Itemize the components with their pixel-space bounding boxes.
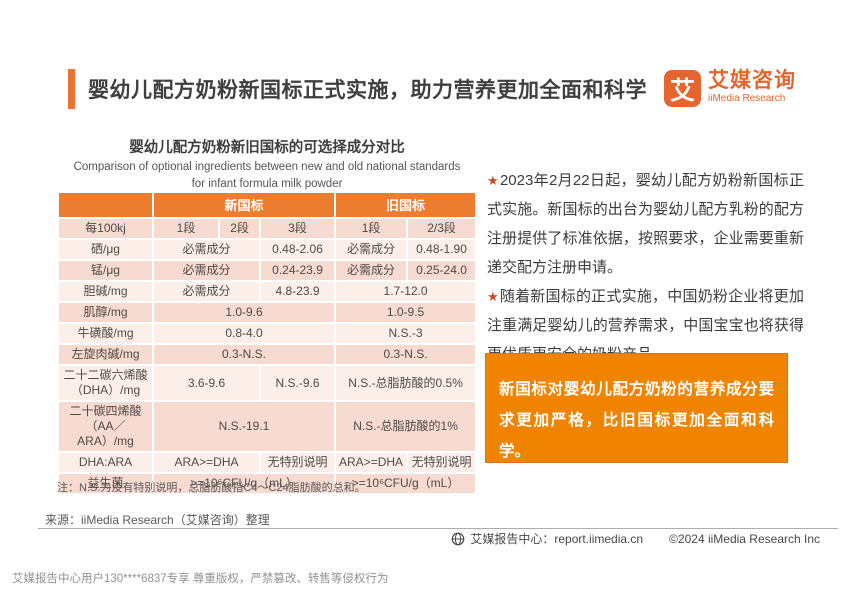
star-bullet-icon: ★ <box>487 173 499 188</box>
conclusion-callout-box: 新国标对婴幼儿配方奶粉的营养成分要求更加严格，比旧国标更加全面和科学。 <box>485 353 788 463</box>
table-cell: 0.3-N.S. <box>336 345 476 364</box>
title-accent-bar <box>68 69 75 109</box>
table-row: 牛磺酸/mg 0.8-4.0 N.S.-3 <box>59 324 476 343</box>
footer-divider-line <box>38 528 838 529</box>
page-footer: 艾媒报告中心：report.iimedia.cn ©2024 iiMedia R… <box>451 530 820 547</box>
footer-copyright: ©2024 iiMedia Research Inc <box>669 531 820 546</box>
group-header-blank-cell <box>59 193 152 217</box>
table-cell: 3段 <box>261 219 335 238</box>
table-cell: 1段 <box>336 219 407 238</box>
table-cell: 1.7-12.0 <box>336 282 476 301</box>
table-cell: 3.6-9.6 <box>154 366 259 400</box>
group-header-new-standard: 新国标 <box>154 193 335 217</box>
table-row: 锰/μg 必需成分 0.24-23.9 必需成分 0.25-24.0 <box>59 261 476 280</box>
table-cell: 牛磺酸/mg <box>59 324 152 343</box>
table-cell: 0.48-1.90 <box>408 240 476 259</box>
table-cell: 0.48-2.06 <box>261 240 335 259</box>
table-cell: ARA>=DHA <box>336 453 407 472</box>
logo-name-en: iiMedia Research <box>708 93 786 104</box>
table-cell: 锰/μg <box>59 261 152 280</box>
table-cell: 1.0-9.5 <box>336 303 476 322</box>
table-cell: 必需成分 <box>154 282 259 301</box>
table-cell: 1.0-9.6 <box>154 303 335 322</box>
table-cell: 无特别说明 <box>408 453 476 472</box>
table-cell: 二十碳四烯酸（AA／ARA）/mg <box>59 402 152 451</box>
iimedia-logo-icon: 艾 <box>664 70 701 107</box>
comparison-table-body: 每100kj 1段 2段 3段 1段 2/3段 硒/μg 必需成分 0.48-2.06 必需成分 0… <box>59 219 476 493</box>
insight-text: 2023年2月22日起，婴幼儿配方奶粉新国标正式实施。新国标的出台为婴幼儿配方乳… <box>487 172 804 276</box>
table-cell: >=10⁶CFU/g（mL） <box>154 474 335 493</box>
logo-text: 艾媒咨询 iiMedia Research <box>708 70 796 104</box>
table-cell: 益生菌 <box>59 474 152 493</box>
table-cell: 必需成分 <box>336 261 407 280</box>
table-cell: 左旋肉碱/mg <box>59 345 152 364</box>
table-cell: 无特别说明 <box>261 453 335 472</box>
table-cell: 2/3段 <box>408 219 476 238</box>
table-cell: 必需成分 <box>154 240 259 259</box>
table-group-header-row: 新国标 旧国标 <box>59 193 476 217</box>
table-row: 益生菌 >=10⁶CFU/g（mL） >=10⁶CFU/g（mL） <box>59 474 476 493</box>
insight-paragraph: ★2023年2月22日起，婴幼儿配方奶粉新国标正式实施。新国标的出台为婴幼儿配方… <box>487 166 804 282</box>
table-subtitle-line2: for infant formula milk powder <box>191 178 343 190</box>
table-row: 二十碳四烯酸（AA／ARA）/mg N.S.-19.1 N.S.-总脂肪酸的1% <box>59 402 476 451</box>
table-cell: 0.3-N.S. <box>154 345 335 364</box>
table-subtitle-en: Comparison of optional ingredients betwe… <box>28 159 506 193</box>
footer-site-label: 艾媒报告中心：report.iimedia.cn <box>470 532 644 546</box>
table-cell: 每100kj <box>59 219 152 238</box>
group-header-old-standard: 旧国标 <box>336 193 476 217</box>
table-cell: N.S.-3 <box>336 324 476 343</box>
user-watermark: 艾媒报告中心用户130****6837专享 尊重版权，严禁篡改、转售等侵权行为 <box>12 573 389 585</box>
table-cell: >=10⁶CFU/g（mL） <box>336 474 476 493</box>
insights-block: ★2023年2月22日起，婴幼儿配方奶粉新国标正式实施。新国标的出台为婴幼儿配方… <box>487 166 804 369</box>
table-row: 二十二碳六烯酸（DHA）/mg 3.6-9.6 N.S.-9.6 N.S.-总脂肪酸的… <box>59 366 476 400</box>
star-bullet-icon: ★ <box>487 289 499 304</box>
comparison-table: 新国标 旧国标 每100kj 1段 2段 3段 1段 2/3段 硒/μg 必需成分 0.48-2… <box>57 191 477 495</box>
insight-text: 随着新国标的正式实施，中国奶粉企业将更加注重满足婴幼儿的营养需求，中国宝宝也将获… <box>487 288 804 363</box>
table-cell: 0.8-4.0 <box>154 324 335 343</box>
table-row: 胆碱/mg 必需成分 4.8-23.9 1.7-12.0 <box>59 282 476 301</box>
table-cell: 必需成分 <box>154 261 259 280</box>
table-cell: 胆碱/mg <box>59 282 152 301</box>
table-cell: N.S.-9.6 <box>261 366 335 400</box>
table-cell: N.S.-总脂肪酸的0.5% <box>336 366 476 400</box>
table-title: 婴幼儿配方奶粉新旧国标的可选择成分对比 <box>129 140 405 156</box>
source-line: 来源：iiMedia Research（艾媒咨询）整理 <box>45 513 270 527</box>
table-row: 肌醇/mg 1.0-9.6 1.0-9.5 <box>59 303 476 322</box>
table-cell: ARA>=DHA <box>154 453 259 472</box>
iimedia-logo: 艾 艾媒咨询 iiMedia Research <box>664 70 796 107</box>
globe-icon <box>452 532 465 545</box>
table-subtitle-line1: Comparison of optional ingredients betwe… <box>73 161 461 173</box>
table-cell: N.S.-总脂肪酸的1% <box>336 402 476 451</box>
table-cell: 硒/μg <box>59 240 152 259</box>
page-title: 婴幼儿配方奶粉新国标正式实施，助力营养更加全面和科学 <box>88 79 647 102</box>
table-cell: 必需成分 <box>336 240 407 259</box>
table-row: 硒/μg 必需成分 0.48-2.06 必需成分 0.48-1.90 <box>59 240 476 259</box>
table-cell: 2段 <box>220 219 259 238</box>
table-cell: 1段 <box>154 219 218 238</box>
table-cell: 0.25-24.0 <box>408 261 476 280</box>
table-cell: 0.24-23.9 <box>261 261 335 280</box>
logo-name-cn: 艾媒咨询 <box>708 69 796 92</box>
table-cell: 二十二碳六烯酸（DHA）/mg <box>59 366 152 400</box>
table-footnote: 注：N.S.为没有特别说明，总脂肪酸指C4～C24脂肪酸的总和。 <box>57 482 366 494</box>
comparison-table-wrap: 新国标 旧国标 每100kj 1段 2段 3段 1段 2/3段 硒/μg 必需成分 0.48-2… <box>57 191 477 495</box>
table-cell: 4.8-23.9 <box>261 282 335 301</box>
table-cell: 肌醇/mg <box>59 303 152 322</box>
table-cell: DHA:ARA <box>59 453 152 472</box>
table-row: DHA:ARA ARA>=DHA 无特别说明 ARA>=DHA 无特别说明 <box>59 453 476 472</box>
table-row: 每100kj 1段 2段 3段 1段 2/3段 <box>59 219 476 238</box>
table-row: 左旋肉碱/mg 0.3-N.S. 0.3-N.S. <box>59 345 476 364</box>
table-cell: N.S.-19.1 <box>154 402 335 451</box>
